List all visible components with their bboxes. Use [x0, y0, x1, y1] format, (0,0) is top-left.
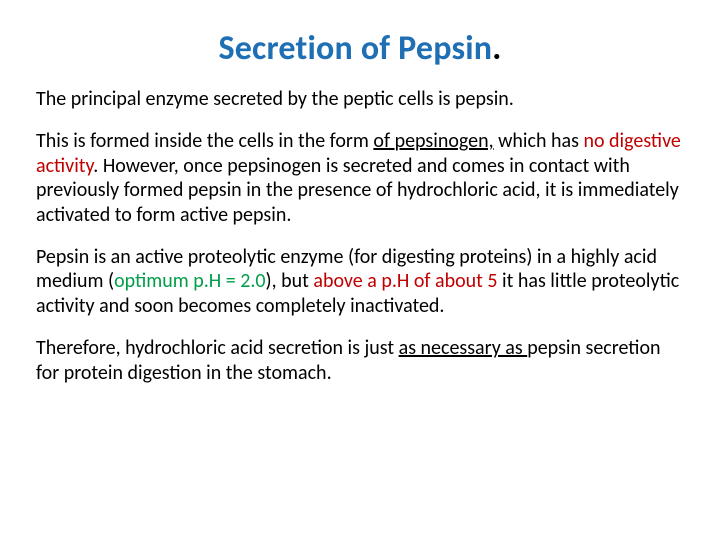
p4-text-pre: Therefore, hydrochloric acid secretion i… [36, 336, 399, 360]
p2-text-1: This is formed inside the cells in the f… [36, 129, 373, 153]
p2-underline-pepsinogen: pepsinogen, [395, 129, 494, 153]
slide: Secretion of Pepsin. The principal enzym… [0, 0, 720, 540]
paragraph-2: This is formed inside the cells in the f… [36, 129, 684, 227]
p3-green-optimum: optimum p.H = 2.0 [114, 269, 265, 293]
p2-text-2: which has [494, 129, 584, 153]
p4-underline-necessary: as necessary as [399, 336, 528, 360]
title-dot: . [492, 28, 501, 69]
title-text: Secretion of Pepsin [218, 28, 492, 69]
paragraph-3: Pepsin is an active proteolytic enzyme (… [36, 245, 684, 318]
p2-text-3: . However, once pepsinogen is secreted a… [36, 154, 679, 227]
paragraph-1: The principal enzyme secreted by the pep… [36, 87, 684, 111]
slide-title: Secretion of Pepsin. [36, 28, 684, 69]
p2-underline-of: of [373, 129, 394, 153]
p3-text-2: ), but [266, 269, 314, 293]
paragraph-4: Therefore, hydrochloric acid secretion i… [36, 336, 684, 385]
p3-red-above5: above a p.H of about 5 [313, 269, 497, 293]
